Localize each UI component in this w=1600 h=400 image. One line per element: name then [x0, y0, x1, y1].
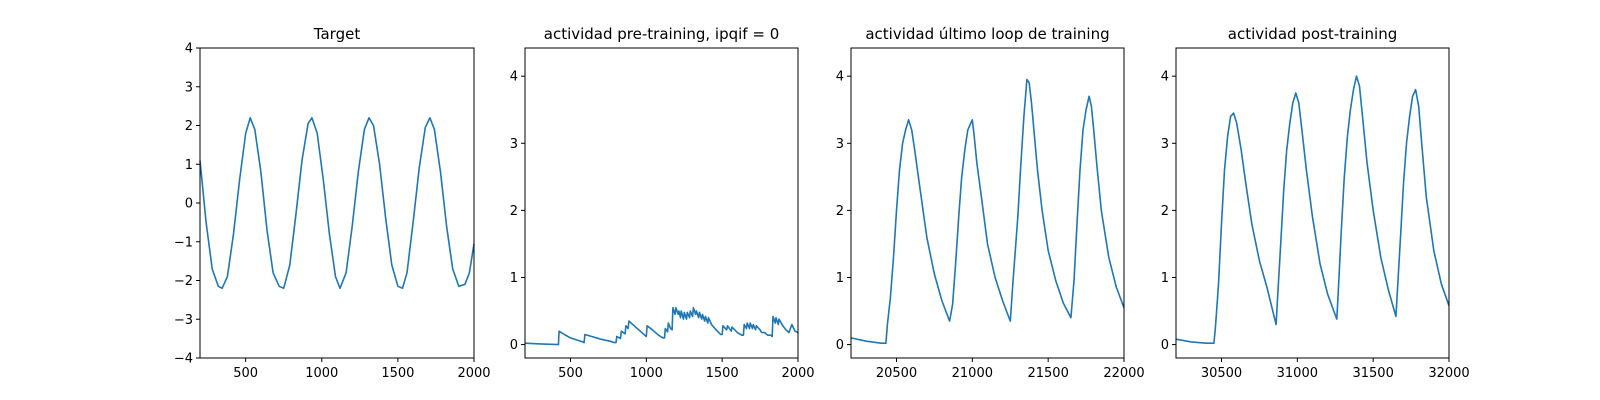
x-tick-label: 31000	[1277, 366, 1318, 381]
x-tick-label: 21500	[1027, 366, 1068, 381]
y-tick-label: 2	[510, 204, 518, 219]
x-tick-label: 31500	[1352, 366, 1393, 381]
y-tick-label: 2	[185, 119, 193, 134]
series-line	[199, 117, 475, 290]
series-line	[524, 306, 799, 346]
series-line	[1175, 75, 1450, 344]
y-tick-label: 4	[1161, 70, 1169, 85]
x-tick-label: 1500	[706, 366, 739, 381]
y-tick-label: −2	[174, 274, 193, 289]
y-tick-label: 4	[836, 70, 844, 85]
subplot-1: Target 500 1000 1500 2000 −4 −3 −2 −1 0 1 2 3 4	[174, 25, 491, 381]
x-tick-label: 20500	[876, 366, 917, 381]
x-tick-label: 1000	[305, 366, 338, 381]
x-tick-label: 21000	[952, 366, 993, 381]
y-tick-label: 4	[510, 70, 518, 85]
y-tick-label: 2	[836, 204, 844, 219]
y-tick-label: −1	[174, 235, 193, 250]
y-tick-label: 0	[1161, 338, 1169, 353]
y-tick-label: 1	[510, 271, 518, 286]
x-tick-label: 32000	[1428, 366, 1469, 381]
axes-frame	[1175, 47, 1450, 359]
y-tick-label: 3	[185, 80, 193, 95]
x-tick-label: 2000	[781, 366, 814, 381]
axes-frame	[524, 47, 799, 359]
series-line	[850, 78, 1125, 344]
x-tick-label: 1000	[630, 366, 663, 381]
x-tick-label: 30500	[1201, 366, 1242, 381]
x-tick-label: 500	[233, 366, 258, 381]
y-tick-label: 3	[1161, 137, 1169, 152]
x-tick-label: 500	[558, 366, 583, 381]
x-tick-label: 2000	[457, 366, 490, 381]
y-tick-label: −4	[174, 352, 193, 367]
y-tick-label: 0	[836, 338, 844, 353]
y-tick-label: 3	[836, 137, 844, 152]
x-tick-label: 22000	[1103, 366, 1144, 381]
subplot-title: actividad pre-training, ipqif = 0	[544, 25, 780, 43]
axes-frame	[850, 47, 1125, 359]
x-tick-label: 1500	[381, 366, 414, 381]
subplot-title: Target	[313, 25, 361, 43]
subplot-title: actividad último loop de training	[865, 25, 1109, 43]
y-tick-label: 4	[185, 42, 193, 57]
y-tick-label: 3	[510, 137, 518, 152]
subplot-2: actividad pre-training, ipqif = 0 500 1000…	[510, 25, 815, 381]
y-tick-label: 1	[185, 158, 193, 173]
y-tick-label: 1	[836, 271, 844, 286]
y-tick-label: 1	[1161, 271, 1169, 286]
y-tick-label: 0	[185, 197, 193, 212]
y-tick-label: 0	[510, 338, 518, 353]
subplot-title: actividad post-training	[1228, 25, 1397, 43]
y-tick-label: 2	[1161, 204, 1169, 219]
y-tick-label: −3	[174, 313, 193, 328]
